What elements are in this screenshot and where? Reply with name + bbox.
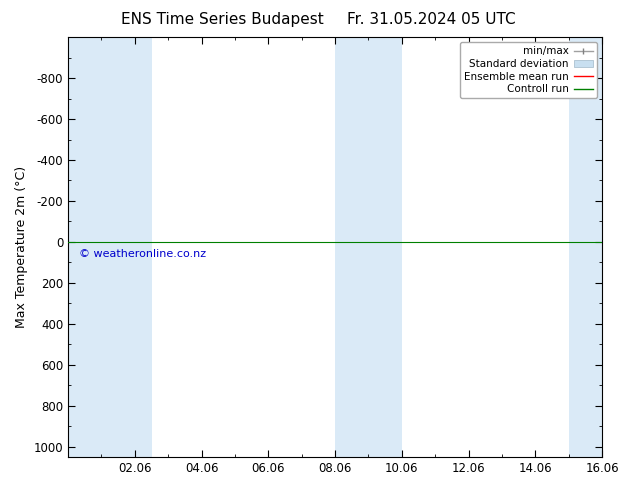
Legend: min/max, Standard deviation, Ensemble mean run, Controll run: min/max, Standard deviation, Ensemble me… [460,42,597,98]
Y-axis label: Max Temperature 2m (°C): Max Temperature 2m (°C) [15,166,28,328]
Bar [335,37,402,457]
Text: © weatheronline.co.nz: © weatheronline.co.nz [79,249,206,259]
Text: ENS Time Series Budapest: ENS Time Series Budapest [120,12,323,27]
Bar [68,37,152,457]
Text: Fr. 31.05.2024 05 UTC: Fr. 31.05.2024 05 UTC [347,12,515,27]
Bar [569,37,602,457]
